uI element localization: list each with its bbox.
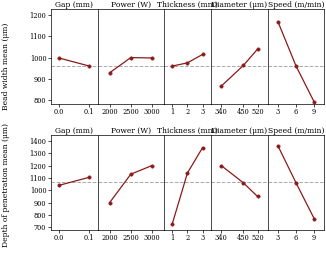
Title: Diameter (μm): Diameter (μm) (211, 1, 267, 9)
Title: Thickness (mm): Thickness (mm) (157, 126, 218, 135)
Title: Speed (m/min): Speed (m/min) (268, 126, 324, 135)
Title: Power (W): Power (W) (111, 1, 151, 9)
Text: Depth of penetration mean (μm): Depth of penetration mean (μm) (2, 123, 10, 247)
Text: Bead width mean (μm): Bead width mean (μm) (2, 22, 10, 110)
Title: Diameter (μm): Diameter (μm) (211, 126, 267, 135)
Title: Power (W): Power (W) (111, 126, 151, 135)
Title: Speed (m/min): Speed (m/min) (268, 1, 324, 9)
Title: Gap (mm): Gap (mm) (55, 1, 93, 9)
Title: Gap (mm): Gap (mm) (55, 126, 93, 135)
Title: Thickness (mm): Thickness (mm) (157, 1, 218, 9)
